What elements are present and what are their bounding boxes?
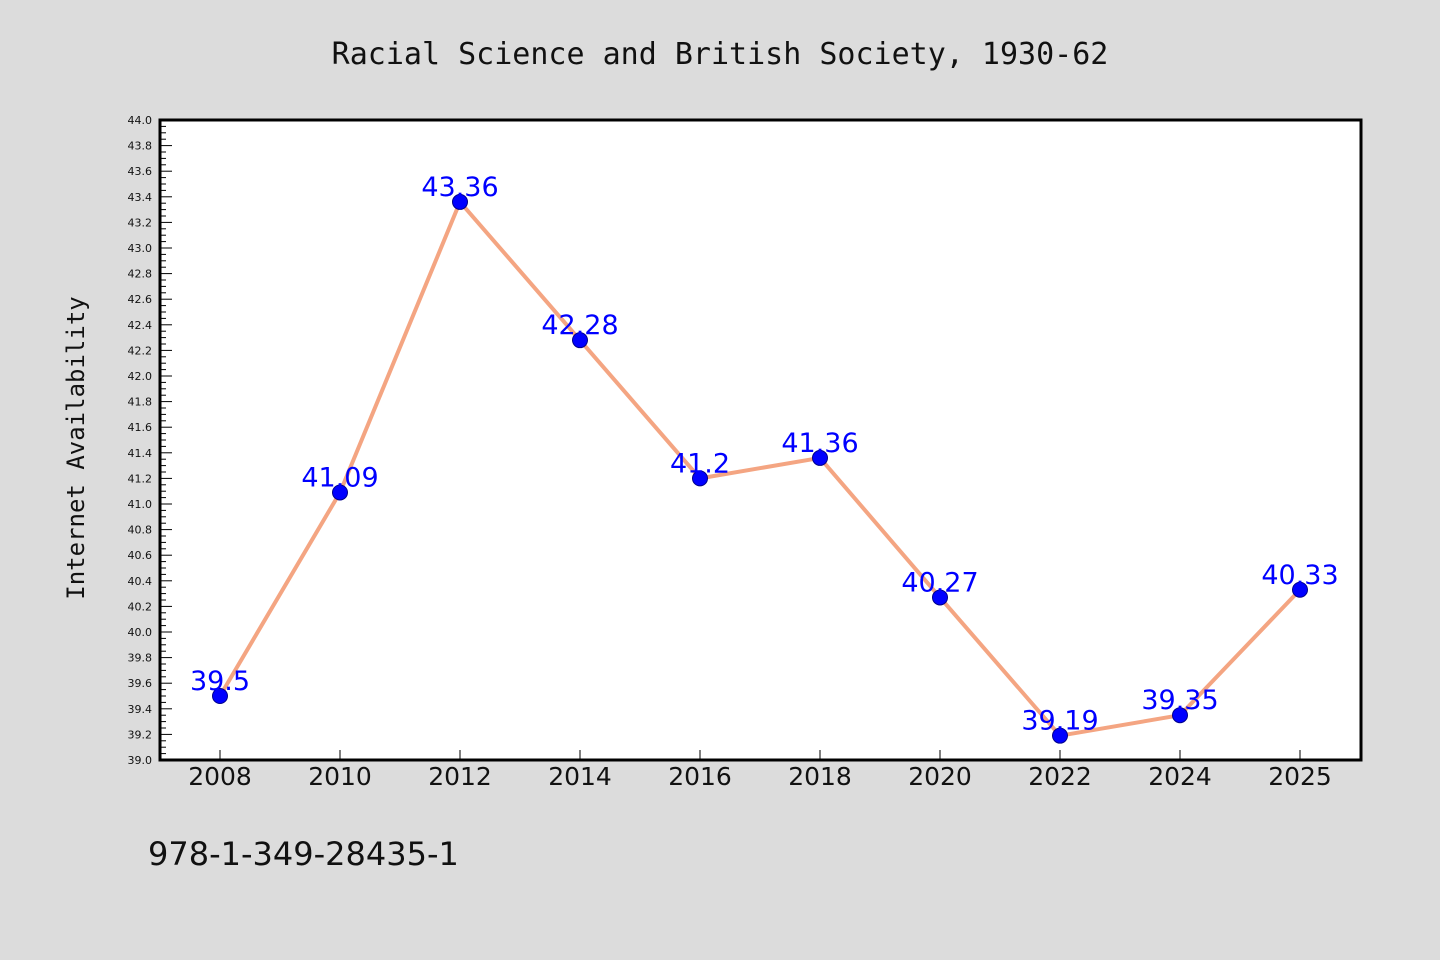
y-axis-ticks: 39.0 39.2 39.4 39.6 39.8 40.0 40.2 40.4 40.6 40.8… <box>128 114 172 767</box>
data-label: 42.28 <box>541 310 618 341</box>
data-point <box>212 688 228 704</box>
x-tick-label: 2008 <box>188 762 252 791</box>
data-point <box>1292 581 1308 598</box>
y-tick-label: 43.8 <box>128 140 153 153</box>
y-tick-label: 42.2 <box>128 344 153 357</box>
y-tick-label: 41.6 <box>128 421 153 434</box>
data-label: 40.27 <box>901 567 978 598</box>
y-tick-label: 39.2 <box>128 728 153 741</box>
y-tick-label: 41.8 <box>128 396 153 409</box>
y-tick-label: 41.0 <box>128 498 153 511</box>
data-point <box>1052 727 1068 744</box>
y-tick-label: 39.8 <box>128 652 153 665</box>
series-lines <box>218 199 1302 738</box>
plot-area <box>158 118 1363 762</box>
data-point <box>332 484 348 501</box>
y-tick-label: 42.4 <box>128 319 153 332</box>
y-tick-label: 39.4 <box>128 703 153 716</box>
x-tick-label: 2020 <box>908 762 972 791</box>
y-tick-label: 44.0 <box>128 114 153 127</box>
x-tick-label: 2024 <box>1148 762 1212 791</box>
series-line <box>218 199 1302 738</box>
y-tick-label: 40.0 <box>128 626 153 639</box>
y-tick-label: 39.0 <box>128 754 153 767</box>
data-point <box>692 470 708 487</box>
data-point <box>812 449 828 466</box>
data-point <box>1172 707 1188 724</box>
y-tick-label: 43.6 <box>128 165 153 178</box>
x-axis-ticks: 2008 2010 2012 2014 2016 2018 2020 2022 2024 2025 <box>188 750 1332 791</box>
y-tick-label: 42.0 <box>128 370 153 383</box>
data-label: 43.36 <box>421 172 498 203</box>
y-tick-label: 41.4 <box>128 447 153 460</box>
y-tick-label: 41.2 <box>128 472 153 485</box>
data-markers <box>212 193 1308 744</box>
x-tick-label: 2022 <box>1028 762 1092 791</box>
data-label: 39.35 <box>1141 685 1218 716</box>
data-point <box>932 589 948 606</box>
y-tick-label: 42.6 <box>128 293 153 306</box>
y-tick-label: 43.4 <box>128 191 153 204</box>
x-tick-label: 2014 <box>548 762 612 791</box>
data-label: 41.36 <box>781 428 858 459</box>
y-tick-label: 42.8 <box>128 268 153 281</box>
x-tick-label: 2018 <box>788 762 852 791</box>
y-tick-label: 43.0 <box>128 242 153 255</box>
x-tick-label: 2016 <box>668 762 732 791</box>
chart-title: Racial Science and British Society, 1930… <box>332 37 1109 72</box>
data-label: 41.09 <box>301 462 378 493</box>
data-label: 39.19 <box>1021 706 1098 737</box>
x-tick-label: 2010 <box>308 762 372 791</box>
data-point <box>452 193 468 210</box>
y-tick-label: 40.4 <box>128 575 153 588</box>
x-tick-label: 2012 <box>428 762 492 791</box>
data-labels: 39.5 41.09 43.36 42.28 41.2 41.36 40.27 39.19 39… <box>190 172 1339 737</box>
y-tick-label: 40.2 <box>128 600 153 613</box>
data-label: 39.5 <box>190 666 250 697</box>
data-label: 41.2 <box>670 448 730 479</box>
y-axis-label: Internet Availability <box>62 296 90 599</box>
data-label: 40.33 <box>1261 560 1338 591</box>
x-tick-label: 2025 <box>1268 762 1332 791</box>
isbn-caption: 978-1-349-28435-1 <box>148 835 459 873</box>
y-tick-label: 40.8 <box>128 524 153 537</box>
y-tick-label: 40.6 <box>128 549 153 562</box>
data-point <box>572 332 588 349</box>
y-tick-label: 43.2 <box>128 216 153 229</box>
y-tick-label: 39.6 <box>128 677 153 690</box>
